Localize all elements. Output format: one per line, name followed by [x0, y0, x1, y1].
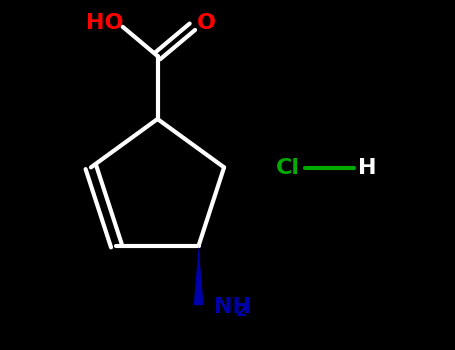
Text: H: H [358, 158, 376, 178]
Text: 2: 2 [236, 302, 248, 321]
Text: NH: NH [214, 297, 252, 317]
Text: O: O [197, 13, 216, 33]
Text: Cl: Cl [276, 158, 300, 178]
Text: HO: HO [86, 13, 124, 33]
Polygon shape [194, 246, 203, 305]
